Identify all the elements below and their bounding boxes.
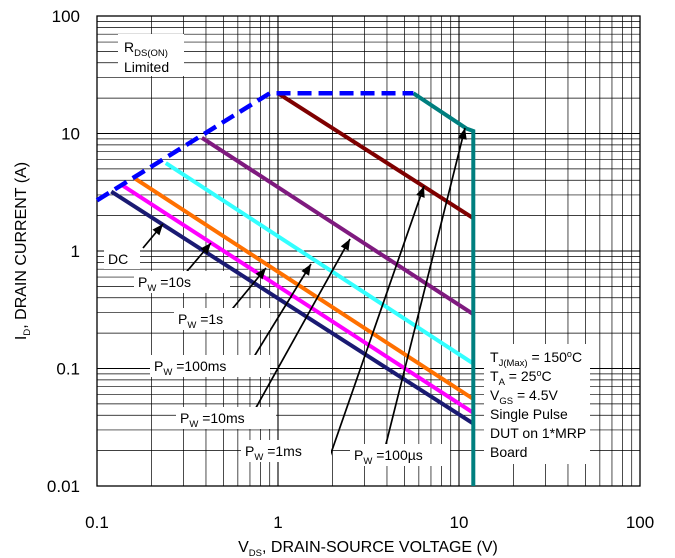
svg-text:RDS(ON): RDS(ON) <box>124 39 168 59</box>
series-line-100ms <box>164 161 475 366</box>
pulse-label-text: PW =1ms <box>245 443 302 463</box>
pulse-label-sub: W <box>147 283 156 294</box>
pulse-label-value: =100µs <box>372 447 423 463</box>
pulse-label-bg <box>176 407 276 429</box>
arrowhead <box>301 264 311 276</box>
pulse-label-bg <box>174 308 270 330</box>
pulse-label-value: =1ms <box>263 443 302 459</box>
pulse-label-text: PW =10ms <box>180 410 245 430</box>
pulse-label-prefix: P <box>180 410 189 426</box>
pulse-label-pw-100us: PW =100µs <box>350 444 450 467</box>
pulse-label-prefix: P <box>138 274 147 290</box>
pulse-label-sub: W <box>254 452 263 463</box>
series-line-rds-on-limited <box>95 91 414 203</box>
rds-on-limited-label: RDS(ON) Limited <box>118 34 184 76</box>
pulse-label-value: =100ms <box>172 358 226 374</box>
pulse-label-value: =10s <box>156 274 191 290</box>
conditions-label: TJ(Max) = 150oC TA = 25oC VGS = 4.5V Sin… <box>484 344 590 464</box>
svg-text:TA = 25oC: TA = 25oC <box>490 368 552 388</box>
pulse-label-sub: W <box>187 320 196 331</box>
arrowhead <box>255 268 266 280</box>
arrowhead <box>416 186 425 198</box>
pulse-label-text: PW =10s <box>138 274 191 294</box>
x-tick-label: 100 <box>626 513 654 532</box>
series-line-dc <box>110 189 475 426</box>
arrowhead <box>152 224 163 236</box>
svg-text:Limited: Limited <box>124 59 169 75</box>
pulse-label-bg <box>350 444 450 466</box>
pulse-label-sub: W <box>163 367 172 378</box>
annotation-arrow-line <box>329 185 425 457</box>
pulse-label-sub: W <box>363 456 372 467</box>
pulse-label-text: PW =100µs <box>354 447 423 467</box>
y-tick-label: 0.1 <box>56 360 80 379</box>
series-group <box>95 91 476 486</box>
svg-text:DUT on 1*MRP: DUT on 1*MRP <box>490 425 586 441</box>
annotation-arrow-line <box>381 127 466 461</box>
arrowhead <box>340 239 350 251</box>
series-line-1ms <box>276 91 475 220</box>
pulse-label-pw-10ms: PW =10ms <box>176 407 276 430</box>
plot-frame <box>96 15 641 487</box>
series-line-100us <box>412 91 476 486</box>
svg-text:DC: DC <box>108 251 128 267</box>
dc-label: DC <box>104 247 140 269</box>
pulse-label-bg <box>134 271 230 293</box>
pulse-label-bg <box>150 355 270 377</box>
x-tick-label: 0.1 <box>85 513 109 532</box>
pulse-label-text: PW =100ms <box>154 358 226 378</box>
svg-text:Single Pulse: Single Pulse <box>490 406 568 422</box>
y-tick-label: 100 <box>52 7 80 26</box>
pulse-label-prefix: P <box>245 443 254 459</box>
pulse-label-text: PW =1s <box>178 311 223 331</box>
annotation-arrows <box>142 127 467 461</box>
svg-text:Board: Board <box>490 444 527 460</box>
tick-labels: 0.1 1 10 100 0.01 0.1 1 10 100 <box>47 7 654 532</box>
arrowhead <box>457 128 467 140</box>
annotation-arrow-line <box>243 263 312 374</box>
pulse-label-pw-100ms: PW =100ms <box>150 355 270 378</box>
x-axis-title: VDS, DRAIN-SOURCE VOLTAGE (V) <box>238 539 498 558</box>
y-axis-title: ID, DRAIN CURRENT (A) <box>13 162 33 340</box>
pulse-label-pw-10s: PW =10s <box>134 271 230 294</box>
svg-text:TJ(Max) = 150oC: TJ(Max) = 150oC <box>490 349 582 369</box>
pulse-label-prefix: P <box>154 358 163 374</box>
pulse-label-pw-1s: PW =1s <box>174 308 270 331</box>
x-tick-label: 10 <box>450 513 469 532</box>
pulse-label-prefix: P <box>178 311 187 327</box>
arrowhead <box>200 243 211 255</box>
series-line-10s <box>119 182 475 415</box>
pulse-label-pw-1ms: PW =1ms <box>241 440 331 463</box>
series-line-10ms <box>200 136 475 316</box>
pulse-label-bg <box>241 440 331 462</box>
y-tick-label: 1 <box>71 242 80 261</box>
y-tick-label: 10 <box>61 125 80 144</box>
pulse-label-value: =1s <box>196 311 223 327</box>
y-tick-label: 0.01 <box>47 477 80 496</box>
series-line-1s <box>132 176 475 401</box>
pulse-label-sub: W <box>189 419 198 430</box>
x-tick-label: 1 <box>273 513 282 532</box>
annotation-arrow-line <box>247 238 351 423</box>
pulse-label-prefix: P <box>354 447 363 463</box>
pulse-label-value: =10ms <box>198 410 244 426</box>
svg-text:VGS = 4.5V: VGS = 4.5V <box>490 387 558 407</box>
